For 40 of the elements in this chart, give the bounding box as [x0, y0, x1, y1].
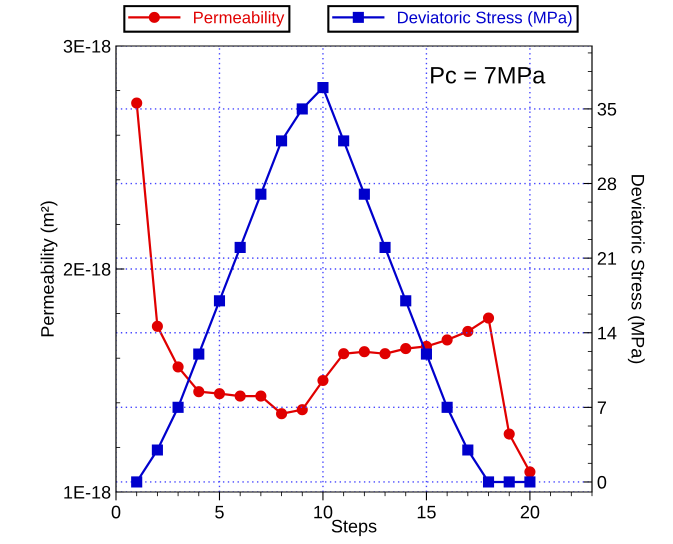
x-tick-label: 15 — [418, 506, 436, 518]
y-tick-label: 2E-18 — [64, 262, 110, 276]
x-tick-label: 20 — [520, 506, 540, 518]
point — [131, 476, 142, 488]
legend-label: Permeability — [194, 11, 284, 27]
y2-axis-title: Deviatoric Stress (MPa) — [628, 175, 645, 364]
point — [400, 295, 412, 306]
point — [193, 348, 204, 360]
y2-tick-label: 21 — [598, 252, 616, 265]
point — [504, 476, 515, 488]
x-axis-title: Steps — [332, 520, 376, 536]
point — [152, 444, 163, 456]
y2-tick-label: 35 — [598, 102, 616, 116]
y-tick-label: 3E-18 — [64, 40, 110, 53]
legend-label: Deviatoric Stress (MPa) — [398, 11, 572, 27]
point — [420, 348, 432, 360]
point — [276, 135, 288, 146]
y2-tick-label: 14 — [598, 326, 616, 340]
x-tick-label: 0 — [112, 506, 120, 518]
y-axis-title: Permeability (m²) — [40, 201, 58, 336]
y-tick-label: 1E-18 — [64, 486, 110, 499]
annotation: Pc = 7MPa — [431, 67, 546, 84]
point — [234, 242, 246, 254]
point — [358, 188, 370, 200]
x-tick-label: 10 — [314, 506, 332, 518]
point — [214, 295, 226, 306]
point — [379, 242, 391, 254]
point — [317, 82, 329, 94]
point — [482, 476, 494, 488]
point — [255, 188, 266, 200]
y2-tick-label: 0 — [598, 476, 606, 489]
x-tick-label: 5 — [215, 506, 224, 518]
point — [296, 103, 308, 114]
y2-tick-label: 7 — [598, 401, 606, 414]
point — [462, 444, 474, 456]
point — [338, 135, 350, 146]
y2-tick-label: 28 — [598, 177, 616, 190]
point — [442, 402, 453, 413]
point — [172, 402, 184, 413]
point — [524, 476, 536, 488]
